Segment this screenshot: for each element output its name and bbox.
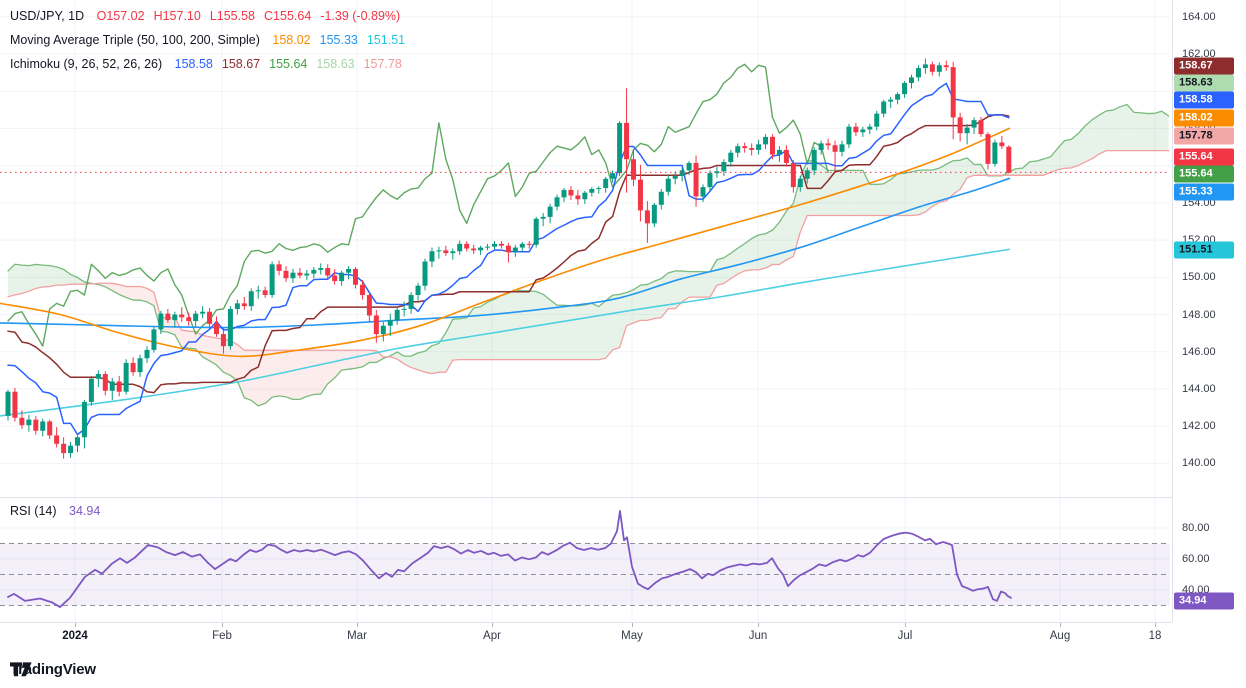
- time-tick: [222, 623, 223, 627]
- symbol-title: USD/JPY, 1D: [10, 9, 85, 23]
- price-tick: 148.00: [1182, 308, 1216, 321]
- time-label: 2024: [62, 630, 88, 642]
- price-label-chip: 158.02: [1174, 109, 1234, 127]
- legend-value: 158.58: [174, 57, 213, 71]
- legend-value: L155.58: [209, 9, 256, 23]
- time-tick: [905, 623, 906, 627]
- price-label-chip: 151.51: [1174, 241, 1234, 259]
- price-label-chip: 158.58: [1174, 91, 1234, 109]
- legend-value: 157.78: [363, 57, 402, 71]
- legend-value: -1.39 (-0.89%): [320, 9, 401, 23]
- price-tick: 162.00: [1182, 48, 1216, 61]
- price-tick: 142.00: [1182, 420, 1216, 433]
- price-tick: 146.00: [1182, 345, 1216, 358]
- price-axis[interactable]: 164.00162.00160.00158.00156.00154.00152.…: [1172, 0, 1246, 622]
- legend-value: C155.64: [264, 9, 312, 23]
- tradingview-logo-icon: [10, 662, 32, 677]
- legend-value: H157.10: [153, 9, 201, 23]
- time-tick: [632, 623, 633, 627]
- time-label: Jul: [897, 630, 913, 642]
- time-axis[interactable]: 2024 Feb Mar Apr May Jun Jul Aug 18: [0, 622, 1172, 653]
- price-label-chip: 155.64: [1174, 165, 1234, 183]
- time-label: Jun: [748, 630, 768, 642]
- price-label-chip: 155.33: [1174, 183, 1234, 201]
- price-label-chip: 155.64: [1174, 148, 1234, 166]
- ma-indicator-title: Moving Average Triple (50, 100, 200, Sim…: [10, 33, 260, 47]
- price-label-chip: 158.67: [1174, 57, 1234, 75]
- legend: USD/JPY, 1D O157.02 H157.10 L155.58 C155.64…: [10, 4, 405, 76]
- ohlc-values: O157.02 H157.10 L155.58 C155.64 -1.39 (-0.89…: [88, 9, 401, 23]
- price-label-chip: 157.78: [1174, 127, 1234, 145]
- legend-value: 155.33: [319, 33, 358, 47]
- ichimoku-indicator-title: Ichimoku (9, 26, 52, 26, 26): [10, 57, 163, 71]
- legend-symbol-row[interactable]: USD/JPY, 1D O157.02 H157.10 L155.58 C155.64…: [10, 4, 405, 28]
- price-tick: 164.00: [1182, 10, 1216, 23]
- rsi-value: 34.94: [69, 504, 101, 518]
- time-label: Mar: [347, 630, 367, 642]
- legend-ichimoku-row[interactable]: Ichimoku (9, 26, 52, 26, 26) 158.58 158.6…: [10, 52, 405, 76]
- legend-value: 155.64: [269, 57, 308, 71]
- tradingview-logo[interactable]: TradingView: [10, 661, 96, 678]
- time-tick: [492, 623, 493, 627]
- panel-separator[interactable]: [0, 497, 1246, 498]
- time-tick: [1060, 623, 1061, 627]
- rsi-indicator-title: RSI (14): [10, 504, 57, 518]
- tradingview-logo-text: TradingView: [10, 661, 96, 678]
- rsi-value-chip: 34.94: [1174, 592, 1234, 610]
- time-label: Feb: [212, 630, 232, 642]
- legend-rsi-row[interactable]: RSI (14) 34.94: [10, 504, 100, 518]
- legend-value: 151.51: [366, 33, 406, 47]
- legend-value: 158.63: [316, 57, 355, 71]
- legend-value: 158.02: [272, 33, 311, 47]
- price-label-chip: 158.63: [1174, 74, 1234, 92]
- price-tick: 140.00: [1182, 457, 1216, 470]
- ichimoku-values: 158.58 158.67 155.64 158.63 157.78: [166, 57, 402, 71]
- legend-ma-row[interactable]: Moving Average Triple (50, 100, 200, Sim…: [10, 28, 405, 52]
- time-label: May: [621, 630, 643, 642]
- price-chart-canvas[interactable]: [0, 0, 1172, 622]
- rsi-chart-canvas[interactable]: [0, 497, 1172, 622]
- legend-value: O157.02: [96, 9, 145, 23]
- time-tick: [357, 623, 358, 627]
- time-tick: [1155, 623, 1156, 627]
- bottom-bar: TradingView: [0, 652, 1246, 688]
- price-tick: 150.00: [1182, 271, 1216, 284]
- price-tick: 144.00: [1182, 382, 1216, 395]
- rsi-tick: 80.00: [1182, 521, 1210, 534]
- rsi-tick: 60.00: [1182, 552, 1210, 565]
- ma-values: 158.02 155.33 151.51: [263, 33, 405, 47]
- time-label: Apr: [483, 630, 501, 642]
- time-tick: [758, 623, 759, 627]
- time-label: 18: [1148, 630, 1162, 642]
- time-tick: [75, 623, 76, 627]
- time-label: Aug: [1049, 630, 1071, 642]
- legend-value: 158.67: [221, 57, 261, 71]
